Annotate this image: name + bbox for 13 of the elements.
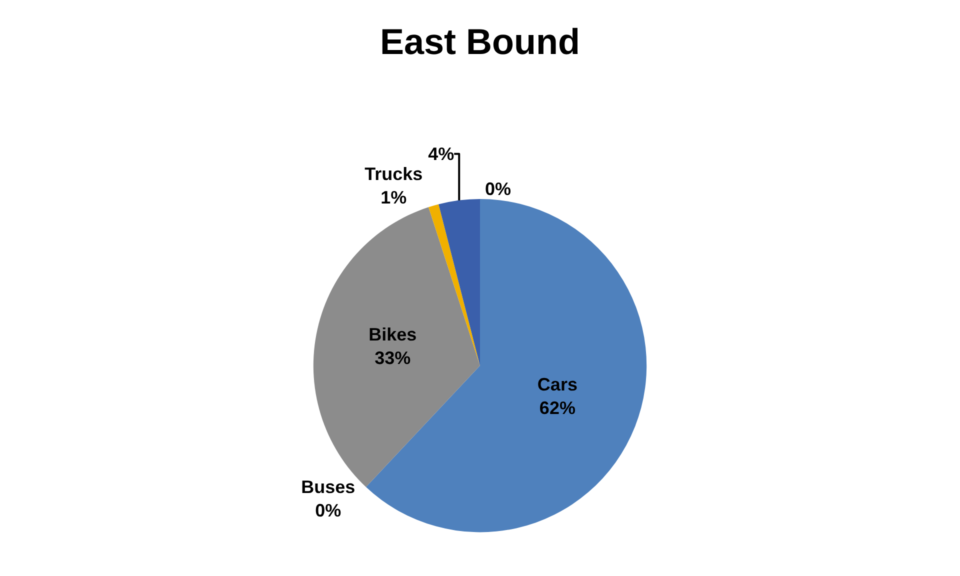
slice-label: Cars [537,374,578,395]
slice-label: Bikes [368,324,417,344]
data-label: 62% [539,398,576,418]
chart-title: East Bound [380,21,580,62]
text: 0% [485,179,512,199]
pie-slice [438,199,480,366]
text: 0% [315,500,342,520]
pie-slice [428,204,480,366]
slice-label: Trucks [364,164,423,184]
data-label: 1% [380,187,407,208]
category-label: Buses [301,476,356,497]
data-label: 33% [374,348,411,368]
data-label: 4% [428,144,454,164]
